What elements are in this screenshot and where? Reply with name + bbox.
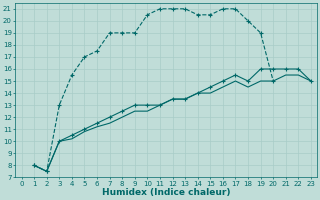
X-axis label: Humidex (Indice chaleur): Humidex (Indice chaleur)	[102, 188, 230, 197]
